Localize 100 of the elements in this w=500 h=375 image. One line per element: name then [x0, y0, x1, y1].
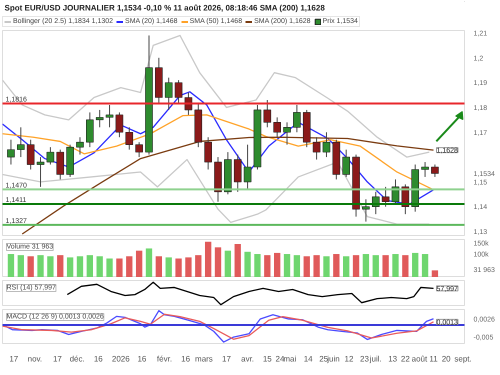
candlestick	[362, 198, 370, 222]
candlestick	[125, 126, 134, 150]
bar	[333, 254, 340, 277]
bar	[392, 254, 399, 277]
bar	[195, 255, 202, 277]
x-tick-label: 17	[9, 354, 19, 364]
bar	[146, 248, 152, 277]
bar	[382, 255, 389, 277]
x-tick-label: 16	[94, 354, 104, 364]
candlestick	[312, 136, 320, 160]
bar	[47, 256, 54, 277]
bar	[372, 255, 379, 277]
x-tick-label: juil.	[368, 354, 382, 364]
candlestick	[382, 186, 390, 208]
x-tick-label: 17	[222, 354, 232, 364]
bar	[254, 254, 261, 277]
bar	[66, 257, 74, 277]
bar	[362, 254, 370, 277]
candlestick	[431, 164, 439, 178]
x-tick-label: 12	[344, 354, 354, 364]
candlestick	[234, 154, 242, 192]
bar	[323, 256, 330, 277]
line-series	[2, 158, 430, 225]
candlestick	[244, 144, 252, 190]
candlestick	[293, 104, 301, 133]
bar	[28, 256, 34, 277]
candlestick	[36, 156, 44, 188]
candlestick	[421, 162, 429, 178]
bar	[234, 244, 241, 277]
bar	[313, 255, 320, 277]
bar	[57, 255, 64, 277]
bar	[116, 258, 123, 277]
bar	[244, 252, 251, 277]
x-tick-label: 2026	[112, 354, 130, 364]
x-tick-label: 14	[304, 354, 314, 364]
x-tick-label: mai	[283, 354, 297, 364]
bar	[224, 250, 232, 277]
candlestick	[322, 132, 330, 158]
x-tick-label: mars	[195, 354, 213, 364]
x-tick-label: févr.	[156, 354, 172, 364]
x-tick-label: juin	[326, 354, 340, 364]
bar	[37, 255, 44, 277]
x-tick-label: 13	[388, 354, 398, 364]
bar	[432, 270, 438, 277]
x-tick-label: 20	[442, 354, 452, 364]
candlestick	[26, 139, 34, 170]
line-series	[2, 114, 434, 190]
candlestick	[86, 112, 94, 148]
x-tick-label: 16	[137, 354, 147, 364]
bar	[185, 257, 192, 277]
candlestick	[204, 136, 212, 170]
x-tick-label: nov.	[28, 354, 42, 364]
bar	[422, 254, 428, 277]
bar	[274, 252, 280, 277]
x-tick-label: 11	[429, 354, 438, 364]
candlestick	[116, 112, 124, 138]
bar	[126, 256, 132, 277]
bar	[402, 255, 409, 277]
candlestick	[96, 109, 104, 128]
candlestick	[283, 122, 291, 146]
candlestick	[46, 146, 54, 166]
candlestick	[16, 126, 25, 158]
candlestick	[7, 139, 15, 166]
x-tick-label: sept.	[454, 354, 472, 364]
line-series	[2, 34, 430, 158]
x-tick-label: 15	[262, 354, 272, 364]
bar	[136, 250, 142, 277]
bar	[294, 255, 300, 277]
bar	[86, 255, 93, 277]
bar	[76, 256, 84, 277]
bar	[96, 256, 103, 277]
candlestick	[342, 149, 350, 178]
chart-title: Spot EUR/USD JOURNALIER 1,1534 -0,10 % 11 août 2026, 08:18:46 SMA (200) 1,1628	[4, 4, 325, 12]
bar	[343, 256, 350, 277]
bar	[18, 255, 24, 277]
x-tick-label: août	[412, 354, 428, 364]
x-tick-label: déc.	[70, 354, 85, 364]
candlestick	[273, 116, 281, 138]
candlestick	[56, 149, 64, 180]
bar	[175, 258, 182, 277]
x-tick-label: avr.	[241, 354, 254, 364]
x-tick-label: 24	[276, 354, 285, 364]
x-tick-label: 23	[360, 354, 370, 364]
candlestick	[106, 104, 114, 128]
candlestick	[76, 136, 84, 156]
bar	[284, 254, 290, 277]
x-tick-label: 16	[181, 354, 191, 364]
x-tick-label: 22	[400, 354, 410, 364]
candlestick	[164, 77, 173, 110]
bar	[352, 255, 360, 277]
bar	[214, 247, 222, 277]
bar	[412, 252, 418, 277]
bar	[166, 257, 172, 277]
bar	[156, 256, 162, 277]
bar	[204, 242, 212, 277]
bar	[8, 254, 14, 277]
candlestick	[263, 99, 272, 128]
bar	[106, 258, 113, 277]
x-tick-label: 17	[52, 354, 62, 364]
bar	[304, 256, 310, 277]
